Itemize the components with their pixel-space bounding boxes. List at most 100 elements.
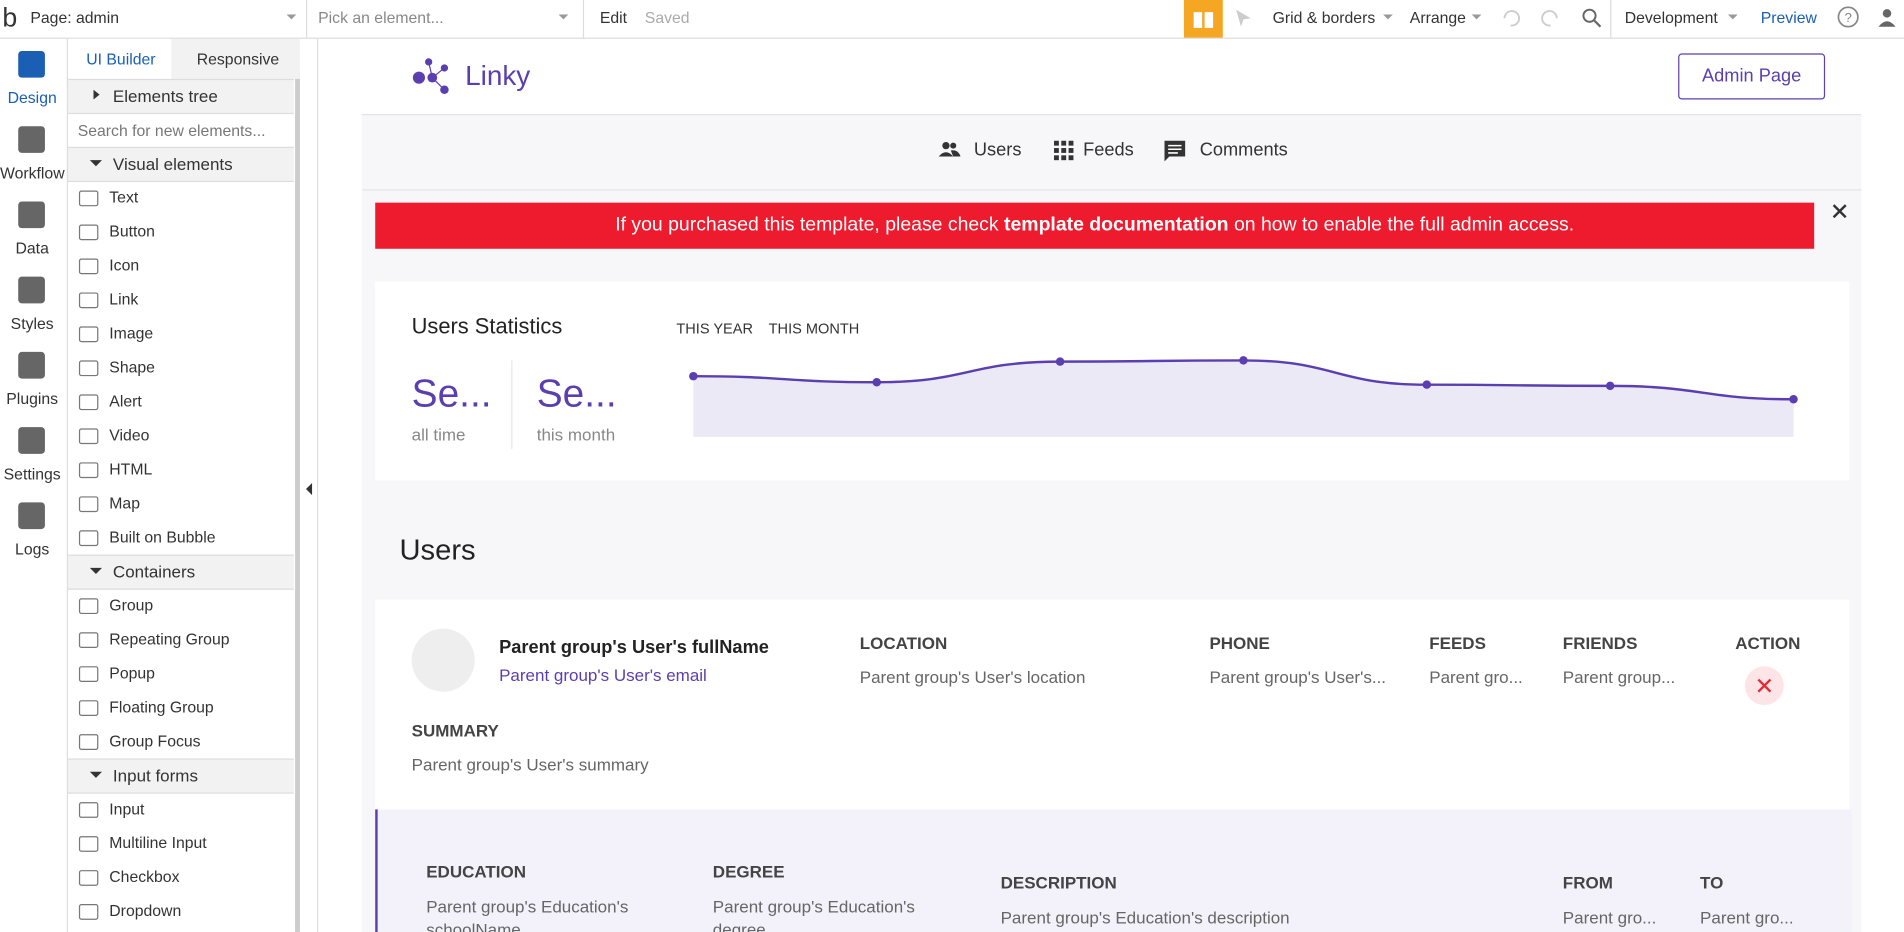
user-email[interactable]: Parent group's User's email [499,664,707,685]
sidebar-icon[interactable] [18,201,45,229]
users-heading: Users [399,533,476,567]
element-icon [78,224,99,241]
element-picker[interactable]: Pick an element... [318,8,444,27]
environment-menu[interactable]: Development [1624,8,1718,27]
panel-tab-active[interactable] [68,38,172,79]
sparkline [689,356,1798,437]
gift-button[interactable] [1183,0,1223,38]
divider [582,0,585,38]
column-label: TO [1700,872,1724,892]
page-selector[interactable]: Page: admin [30,8,120,27]
admin-button[interactable]: Admin Page [1678,53,1826,100]
search-box[interactable]: Search for new elements... [77,121,266,140]
column-label: FEEDS [1429,633,1486,653]
sidebar-icon[interactable] [18,502,45,530]
undo-redo[interactable] [1498,6,1571,30]
elements-tree: Elements tree [112,86,218,106]
element-item[interactable]: Button [109,222,155,241]
element-item[interactable]: Text [109,188,139,207]
sidebar-label[interactable]: Plugins [6,389,59,408]
stat-label: all time [411,424,466,445]
element-icon [78,530,99,547]
collapse-arrow[interactable] [306,482,313,496]
element-item[interactable]: Dropdown [109,901,182,920]
sparkline-point [689,371,698,381]
element-item[interactable]: Input [109,799,145,818]
grid-menu[interactable]: Grid & borders [1272,8,1376,27]
arrange-menu[interactable]: Arrange [1409,8,1466,27]
sidebar-label[interactable]: Design [7,88,57,107]
element-item[interactable]: HTML [109,459,153,479]
element-item[interactable]: Floating Group [109,697,214,716]
help-account[interactable]: ? [1836,6,1904,30]
sparkline-area [693,360,1794,437]
sidebar-label[interactable]: Data [15,239,49,258]
panel-tab[interactable] [171,38,300,79]
divider [511,360,513,449]
element-icon [78,598,99,615]
element-icon [78,326,99,343]
sidebar-label[interactable]: Settings [3,464,61,483]
caret [89,160,103,167]
section-header[interactable] [68,146,294,183]
stats-tab[interactable]: THIS MONTH [768,320,860,338]
element-icon [78,394,99,411]
search-icon[interactable] [1581,7,1603,29]
element-icon [78,292,99,309]
divider [316,38,319,932]
element-item[interactable]: Icon [109,256,140,275]
element-item[interactable]: Group Focus [109,731,201,750]
element-item[interactable]: Map [109,493,141,513]
close-icon[interactable] [1831,203,1848,220]
sidebar-icon[interactable] [18,276,45,304]
section-header[interactable] [68,758,294,794]
pointer-icon[interactable] [1233,7,1255,29]
element-item[interactable]: Multiline Input [109,833,207,852]
element-item[interactable]: Group [109,595,154,615]
logo-mark [412,58,449,95]
column-value: Parent group's Education's description [1000,907,1290,928]
sidebar-label[interactable]: Logs [15,540,50,559]
banner-link[interactable]: template documentation [1004,214,1229,236]
caret [1471,14,1482,25]
sidebar-label[interactable]: Workflow [0,163,65,183]
sidebar-icon[interactable] [18,427,45,454]
element-item[interactable]: Shape [109,357,155,377]
preview-link[interactable]: Preview [1760,8,1817,27]
sidebar-label[interactable]: Styles [10,314,54,333]
gift-icon [1193,9,1214,28]
nav-item[interactable]: Feeds [1083,139,1134,161]
element-item[interactable]: Checkbox [109,867,180,886]
column-value: Parent group's User's location [859,667,1086,687]
delete-button[interactable] [1744,666,1784,706]
element-item[interactable]: Link [109,290,139,309]
element-item[interactable]: Popup [109,663,155,682]
scrollbar[interactable] [295,78,300,932]
column-label: ACTION [1735,633,1801,653]
element-icon [78,734,99,750]
section-title: Containers [112,561,196,582]
sidebar-icon[interactable] [18,50,45,78]
nav-item[interactable]: Users [973,139,1022,161]
sidebar-icon[interactable] [18,351,45,379]
banner: If you purchased this template, please c… [375,202,1815,249]
user-card [375,599,1850,810]
section-header[interactable] [68,554,294,590]
element-item[interactable]: Image [109,324,154,343]
element-item[interactable]: Video [109,425,150,445]
element-icon [78,428,99,445]
element-item[interactable]: Alert [109,391,142,411]
edit-menu[interactable]: Edit [599,8,628,27]
tab-label: Responsive [196,49,280,68]
bubble-logo[interactable]: b [2,2,18,33]
stats-tab[interactable]: THIS YEAR [676,320,754,338]
elements-tree-row[interactable] [68,78,294,115]
nav-item[interactable]: Comments [1199,139,1288,161]
column-value: Parent group's User's... [1209,667,1387,687]
sidebar-icon[interactable] [18,126,45,153]
element-icon [78,258,99,275]
sparkline-point [872,378,881,387]
element-item[interactable]: Repeating Group [109,629,230,649]
element-item[interactable]: Built on Bubble [109,527,216,547]
